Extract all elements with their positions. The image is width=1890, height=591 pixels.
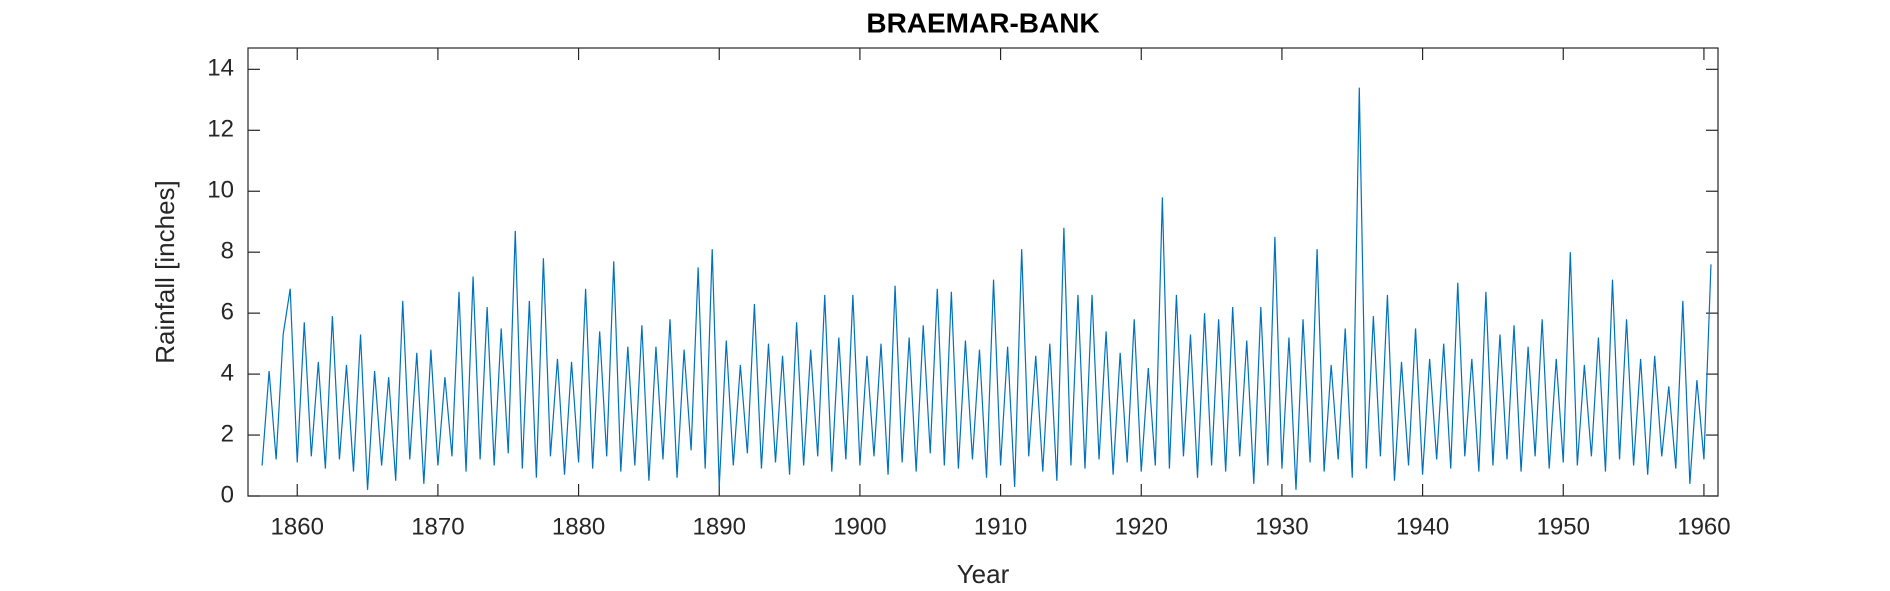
x-tick-label: 1890 [693,513,746,540]
y-tick-label: 2 [221,420,234,447]
y-tick-label: 10 [207,177,234,204]
rainfall-line [261,87,1712,490]
y-tick-label: 8 [221,238,234,265]
y-tick-label: 4 [221,359,234,386]
chart-title: BRAEMAR-BANK [866,7,1099,38]
x-tick-label: 1860 [271,513,324,540]
plot-area [247,47,1719,497]
x-axis-label: Year [957,559,1010,589]
x-tick-label: 1940 [1396,513,1449,540]
x-tick-label: 1950 [1537,513,1590,540]
y-axis-label: Rainfall [inches] [150,180,180,364]
x-tick-label: 1960 [1677,513,1730,540]
x-tick-label: 1920 [1115,513,1168,540]
x-tick-label: 1930 [1255,513,1308,540]
y-tick-label: 12 [207,116,234,143]
y-tick-label: 14 [207,55,234,82]
y-tick-label: 0 [221,481,234,508]
x-tick-label: 1900 [833,513,886,540]
x-tick-label: 1910 [974,513,1027,540]
x-tick-label: 1880 [552,513,605,540]
y-tick-label: 6 [221,298,234,325]
x-tick-label: 1870 [411,513,464,540]
